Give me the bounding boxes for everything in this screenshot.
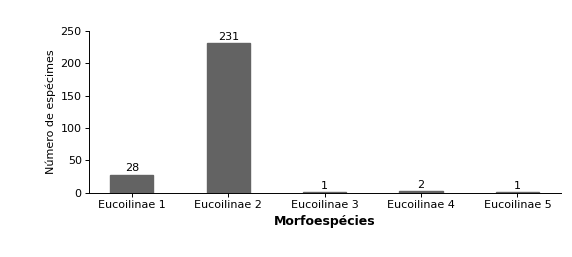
Y-axis label: Número de espécimes: Número de espécimes [46,50,57,174]
X-axis label: Morfoespécies: Morfoespécies [274,215,375,228]
Bar [110,175,153,193]
Bar [496,192,539,193]
Text: 2: 2 [418,180,424,190]
Bar [206,43,250,193]
Bar [399,191,443,193]
Text: 1: 1 [321,181,328,191]
Text: 1: 1 [514,181,521,191]
Bar [303,192,346,193]
Text: 231: 231 [217,32,239,42]
Text: 28: 28 [125,163,139,173]
